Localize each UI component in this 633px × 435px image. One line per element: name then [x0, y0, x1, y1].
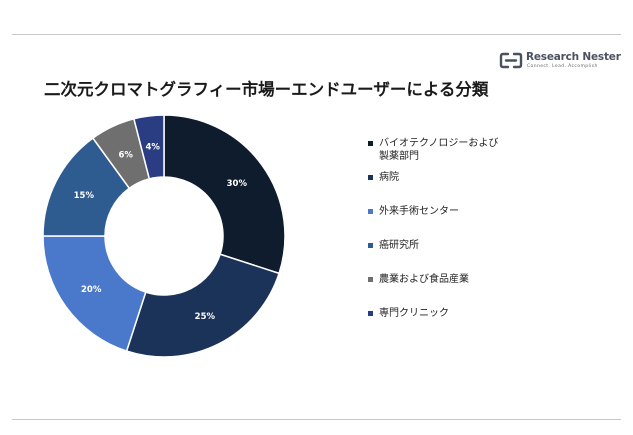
legend-swatch [368, 209, 373, 214]
donut-slice-1 [163, 114, 286, 275]
brand-mark-icon [499, 52, 523, 69]
legend-item: 外来手術センター [368, 205, 504, 218]
legend-label: 病院 [379, 172, 399, 183]
donut-slice-3 [42, 235, 147, 353]
slice-value-label: 30% [227, 179, 248, 189]
legend-item: 病院 [368, 171, 504, 184]
legend-swatch [368, 141, 373, 146]
legend-swatch [368, 175, 373, 180]
slice-value-label: 15% [74, 191, 95, 201]
chart-title: 二次元クロマトグラフィー市場ーエンドユーザーによる分類 [44, 80, 489, 99]
legend-label: 専門クリニック [379, 308, 449, 319]
brand-tagline: Connect. Lead. Accomplish [527, 64, 598, 69]
slice-value-label: 25% [195, 312, 216, 322]
legend-swatch [368, 243, 373, 248]
legend-label: 外来手術センター [379, 206, 459, 217]
legend-swatch [368, 277, 373, 282]
legend-label: バイオテクノロジーおよび製薬部門 [379, 138, 499, 162]
legend-swatch [368, 311, 373, 316]
slice-value-label: 6% [118, 151, 133, 161]
legend-label: 農業および食品産業 [379, 274, 469, 285]
donut-slice-6 [132, 114, 165, 180]
legend-item: 癌研究所 [368, 239, 504, 252]
slice-value-label: 20% [81, 285, 102, 295]
legend-item: バイオテクノロジーおよび製薬部門 [368, 137, 504, 163]
legend-item: 農業および食品産業 [368, 273, 504, 286]
research-nester-logo: Research Nester Connect. Lead. Accomplis… [499, 50, 621, 72]
bottom-divider [12, 419, 621, 420]
top-divider [12, 34, 621, 35]
legend-label: 癌研究所 [379, 240, 419, 251]
donut-slice-2 [125, 253, 281, 358]
brand-name: Research Nester [526, 51, 621, 63]
slice-value-label: 4% [146, 143, 161, 153]
legend-item: 専門クリニック [368, 307, 504, 320]
